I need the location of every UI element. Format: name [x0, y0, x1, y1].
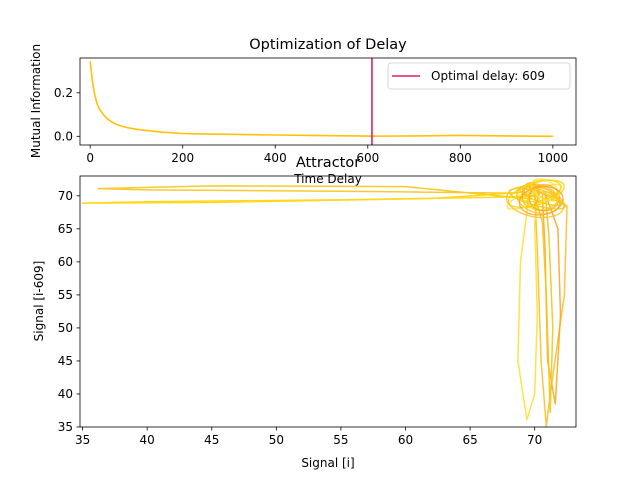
- attractor-x-ticks: 35 40 45 50 55 60 65 70: [75, 427, 542, 447]
- attractor-y-tick-label: 70: [58, 189, 73, 203]
- attractor-core-loop: [530, 178, 560, 202]
- attractor-x-tick-label: 65: [462, 433, 477, 447]
- attractor-y-tick-label: 65: [58, 222, 73, 236]
- delay-x-tick-label: 1000: [538, 151, 569, 165]
- attractor-x-tick-label: 60: [398, 433, 413, 447]
- legend-label-optimal-delay: Optimal delay: 609: [431, 69, 545, 83]
- attractor-x-tick-label: 55: [333, 433, 348, 447]
- delay-y-tick-label: 0.0: [54, 129, 73, 143]
- attractor-core-loop: [528, 184, 560, 212]
- delay-x-tick-label: 0: [86, 151, 94, 165]
- delay-x-tick-label: 200: [171, 151, 194, 165]
- attractor-y-tick-label: 35: [58, 420, 73, 434]
- attractor-trajectory: [81, 191, 538, 204]
- delay-x-tick-label: 800: [449, 151, 472, 165]
- delay-y-axis-title: Mutual Information: [29, 44, 43, 158]
- delay-x-tick-label: 600: [356, 151, 379, 165]
- attractor-y-ticks: 35 40 45 50 55 60 65 70: [58, 189, 80, 434]
- attractor-x-axis-title: Signal [i]: [301, 456, 354, 470]
- attractor-plot-title: Attractor: [296, 155, 360, 171]
- attractor-plot-frame: [79, 175, 577, 428]
- attractor-trajectory: [517, 190, 541, 421]
- attractor-y-tick-label: 45: [58, 354, 73, 368]
- attractor-y-axis-title: Signal [i-609]: [32, 261, 46, 342]
- attractor-curves: [81, 178, 568, 428]
- attractor-core-loop: [508, 188, 567, 210]
- delay-x-axis-title: Time Delay: [293, 172, 362, 186]
- attractor-y-tick-label: 40: [58, 387, 73, 401]
- attractor-y-tick-label: 55: [58, 288, 73, 302]
- attractor-x-tick-label: 45: [204, 433, 219, 447]
- attractor-plot: 35 40 45 50 55 60 65 70 35 40 45 50 55 60 65 70 Attrac…: [32, 155, 577, 470]
- attractor-trajectory: [533, 191, 554, 414]
- delay-plot-lines: [89, 58, 553, 145]
- attractor-trajectory: [97, 185, 533, 200]
- attractor-y-tick-label: 50: [58, 321, 73, 335]
- attractor-x-tick-label: 40: [140, 433, 155, 447]
- attractor-x-tick-label: 50: [269, 433, 284, 447]
- attractor-x-tick-label: 70: [527, 433, 542, 447]
- attractor-core-loop: [507, 179, 565, 209]
- delay-x-tick-label: 400: [264, 151, 287, 165]
- legend-box: [387, 62, 571, 90]
- attractor-core-loop: [518, 185, 564, 216]
- delay-y-ticks: 0.0 0.2: [54, 86, 80, 143]
- mutual-information-line: [89, 61, 553, 138]
- delay-optimization-plot: 0 200 400 600 800 1000 0.0 0.2 Optimization of…: [29, 37, 577, 186]
- attractor-core-loop: [516, 179, 562, 203]
- delay-legend: Optimal delay: 609: [387, 62, 571, 90]
- attractor-trajectory: [533, 189, 568, 428]
- delay-y-tick-label: 0.2: [54, 86, 73, 100]
- attractor-y-tick-label: 60: [58, 255, 73, 269]
- attractor-trajectory: [541, 192, 562, 405]
- attractor-x-tick-label: 35: [75, 433, 90, 447]
- delay-x-ticks: 0 200 400 600 800 1000: [86, 145, 568, 165]
- delay-plot-title: Optimization of Delay: [249, 37, 407, 53]
- delay-plot-frame: [79, 57, 577, 146]
